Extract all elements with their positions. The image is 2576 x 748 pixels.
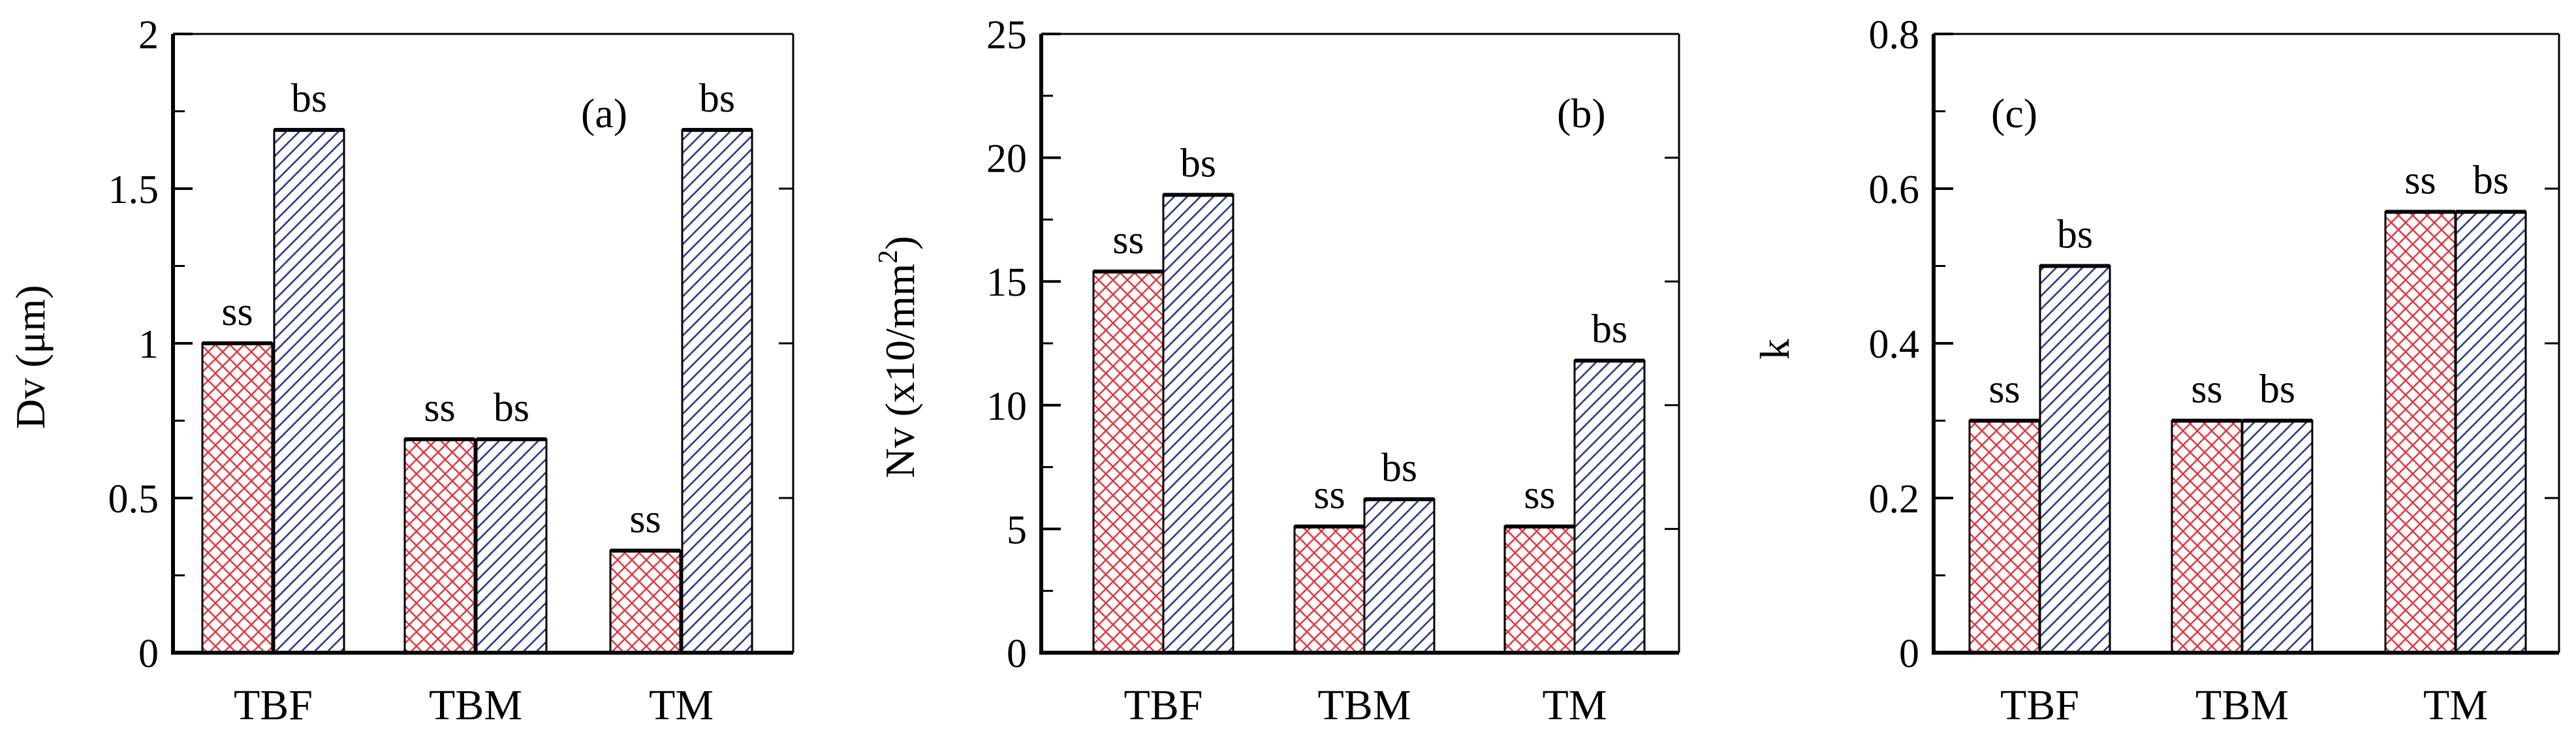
- panel-b-ylabel: Nv (x10/mm2): [873, 236, 923, 478]
- panel-a-bar-tbf-ss: [201, 342, 274, 654]
- panel-c-bar-label-tm-ss: ss: [2404, 159, 2436, 203]
- panel-c-bar-label-tbf-ss: ss: [1988, 367, 2020, 412]
- panel-b-bar-label-tbf-ss: ss: [1112, 218, 1144, 262]
- panel-b-ylabel-sup: 2: [873, 250, 903, 264]
- panel-c-xlabels: TBF TBM TM: [2000, 681, 2488, 729]
- panel-a-bar-tbm-bs: [475, 438, 548, 654]
- panel-b-ytick-label-20: 20: [986, 137, 1027, 181]
- panel-a-bar-label-tm-bs: bs: [699, 76, 735, 121]
- panel-b-tag: (b): [1557, 90, 1606, 136]
- panel-c-bar-tm-ss: [2384, 211, 2457, 654]
- panel-a-bar-label-tbf-ss: ss: [221, 290, 253, 334]
- panel-a-xtick-tbm: TBM: [429, 681, 522, 729]
- panel-a-bar-label-tm-ss: ss: [629, 497, 661, 542]
- panel-b-yticks: 0 5 10 15 20 25: [986, 13, 1679, 676]
- panel-b-ylabel-main: Nv (x10/mm: [877, 264, 923, 478]
- panel-c-ytick-label-0-2: 0.2: [1869, 477, 1920, 522]
- panel-a-ylabel: Dv (μm): [7, 285, 54, 429]
- panel-a-bar-tm-bs: [681, 129, 753, 654]
- panel-c-tag: (c): [1991, 90, 2037, 136]
- panel-b-ytick-label-25: 25: [986, 13, 1027, 57]
- panel-a-bar-tbm-ss: [403, 438, 476, 654]
- panel-b-xtick-tbf: TBF: [1123, 681, 1202, 729]
- panel-a-xtick-tm: TM: [649, 681, 714, 729]
- panel-a-ytick-label-1-5: 1.5: [108, 168, 159, 212]
- panel-a-ytick-label-2: 2: [138, 13, 159, 57]
- panel-c-yticks: 0 0.2 0.4 0.6 0.8: [1869, 13, 2559, 676]
- panel-b-xtick-tbm: TBM: [1317, 681, 1411, 729]
- panel-a-xtick-tbf: TBF: [234, 681, 313, 729]
- panel-b-bar-tbm-bs: [1363, 498, 1436, 654]
- panel-c-bar-tbm-ss: [2171, 420, 2243, 654]
- panel-b-ytick-label-5: 5: [1007, 508, 1027, 552]
- panel-a-xlabels: TBF TBM TM: [234, 681, 714, 729]
- panel-c-bar-label-tbf-bs: bs: [2057, 213, 2093, 257]
- panel-c-xtick-tbf: TBF: [2000, 681, 2079, 729]
- panel-b-bar-tm-bs: [1573, 360, 1646, 654]
- panel-b-ytick-label-0: 0: [1007, 632, 1027, 676]
- panel-a-bar-tbf-bs: [273, 129, 345, 654]
- panel-b-ytick-label-10: 10: [986, 384, 1027, 429]
- panel-a-ytick-label-1: 1: [138, 322, 159, 367]
- panel-c-bar-label-tbm-bs: bs: [2259, 367, 2295, 412]
- panel-b-bar-label-tbm-ss: ss: [1313, 473, 1345, 518]
- panel-a-bar-label-tbf-bs: bs: [291, 76, 327, 121]
- panel-a-ytick-label-0-5: 0.5: [108, 477, 159, 522]
- panel-b-bar-tbf-bs: [1162, 193, 1234, 654]
- panel-b-xlabels: TBF TBM TM: [1123, 681, 1607, 729]
- panel-c-xtick-tbm: TBM: [2195, 681, 2289, 729]
- panel-c-bar-tbf-bs: [2039, 265, 2111, 654]
- panel-a-ytick-label-0: 0: [138, 632, 159, 676]
- panel-c-ytick-label-0-4: 0.4: [1869, 322, 1920, 367]
- panel-b-bar-label-tbm-bs: bs: [1381, 446, 1417, 490]
- panel-a-bar-label-tbm-ss: ss: [424, 386, 455, 430]
- panel-c-bar-tm-bs: [2455, 211, 2527, 654]
- panel-a-bar-tm-ss: [609, 550, 682, 654]
- panel-b-bar-tbm-ss: [1293, 525, 1366, 654]
- panel-c-bar-label-tm-bs: bs: [2473, 159, 2509, 203]
- panel-b-bar-tbf-ss: [1092, 270, 1165, 654]
- panel-c-ylabel: k: [1751, 339, 1798, 360]
- panel-c-ytick-label-0-8: 0.8: [1869, 13, 1920, 57]
- panel-b-bar-label-tm-ss: ss: [1524, 473, 1555, 518]
- panel-b-bar-tm-ss: [1503, 525, 1576, 654]
- panel-c-bar-tbm-bs: [2241, 420, 2314, 654]
- panel-c-bar-tbf-ss: [1968, 420, 2041, 654]
- panel-c-bar-label-tbm-ss: ss: [2191, 367, 2222, 412]
- panel-b-xtick-tm: TM: [1543, 681, 1607, 729]
- panel-b-bar-label-tm-bs: bs: [1592, 307, 1627, 352]
- panel-c-ytick-label-0: 0: [1899, 632, 1919, 676]
- panel-a-tag: (a): [581, 90, 627, 136]
- panel-b-bar-label-tbf-bs: bs: [1180, 141, 1216, 185]
- panel-a-bar-label-tbm-bs: bs: [494, 386, 529, 430]
- panel-b-ylabel-tail: ): [877, 236, 923, 249]
- panel-c-ytick-label-0-6: 0.6: [1869, 168, 1920, 212]
- panel-a-yticks: 0 0.5 1 1.5 2: [108, 13, 793, 676]
- panel-c-xtick-tm: TM: [2423, 681, 2488, 729]
- panel-b-ytick-label-15: 15: [986, 260, 1027, 305]
